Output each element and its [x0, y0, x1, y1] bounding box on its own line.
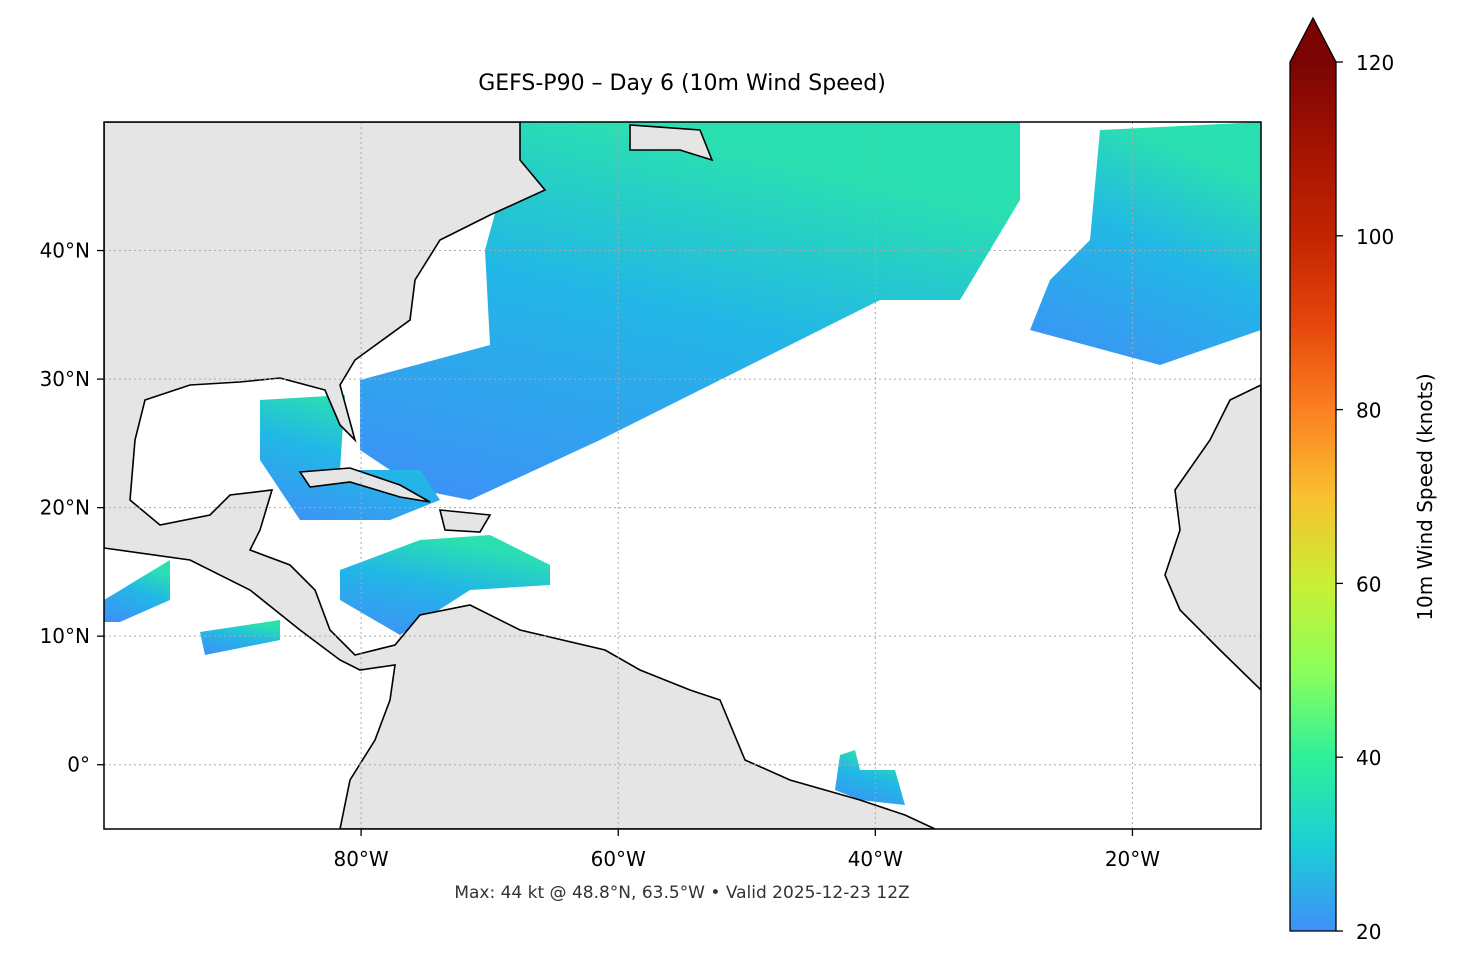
chart-title: GEFS-P90 – Day 6 (10m Wind Speed) — [478, 71, 886, 96]
x-tick-label: 40°W — [848, 847, 903, 871]
colorbar-tick-label: 60 — [1356, 572, 1381, 596]
land — [104, 122, 1261, 829]
colorbar-tick-label: 120 — [1356, 51, 1394, 75]
wind-field — [104, 122, 1261, 805]
subtitle: Max: 44 kt @ 48.8°N, 63.5°W • Valid 2025… — [454, 883, 909, 903]
colorbar-label: 10m Wind Speed (knots) — [1413, 373, 1437, 620]
colorbar-tick-label: 80 — [1356, 399, 1381, 423]
x-tick-label: 20°W — [1105, 847, 1160, 871]
y-tick-label: 40°N — [40, 239, 90, 263]
y-tick-label: 0° — [67, 753, 90, 777]
x-tick-label: 60°W — [591, 847, 646, 871]
colorbar — [1290, 62, 1336, 931]
y-tick-label: 30°N — [40, 367, 90, 391]
y-tick-label: 10°N — [40, 624, 90, 648]
colorbar-tick-label: 20 — [1356, 920, 1381, 944]
x-tick-label: 80°W — [333, 847, 388, 871]
colorbar-tick-label: 40 — [1356, 746, 1381, 770]
map — [104, 122, 1261, 829]
y-tick-label: 20°N — [40, 496, 90, 520]
colorbar-outline — [1289, 16, 1337, 932]
colorbar-extension — [1290, 18, 1336, 62]
frame — [103, 121, 1262, 830]
colorbar-tick-label: 100 — [1356, 225, 1394, 249]
